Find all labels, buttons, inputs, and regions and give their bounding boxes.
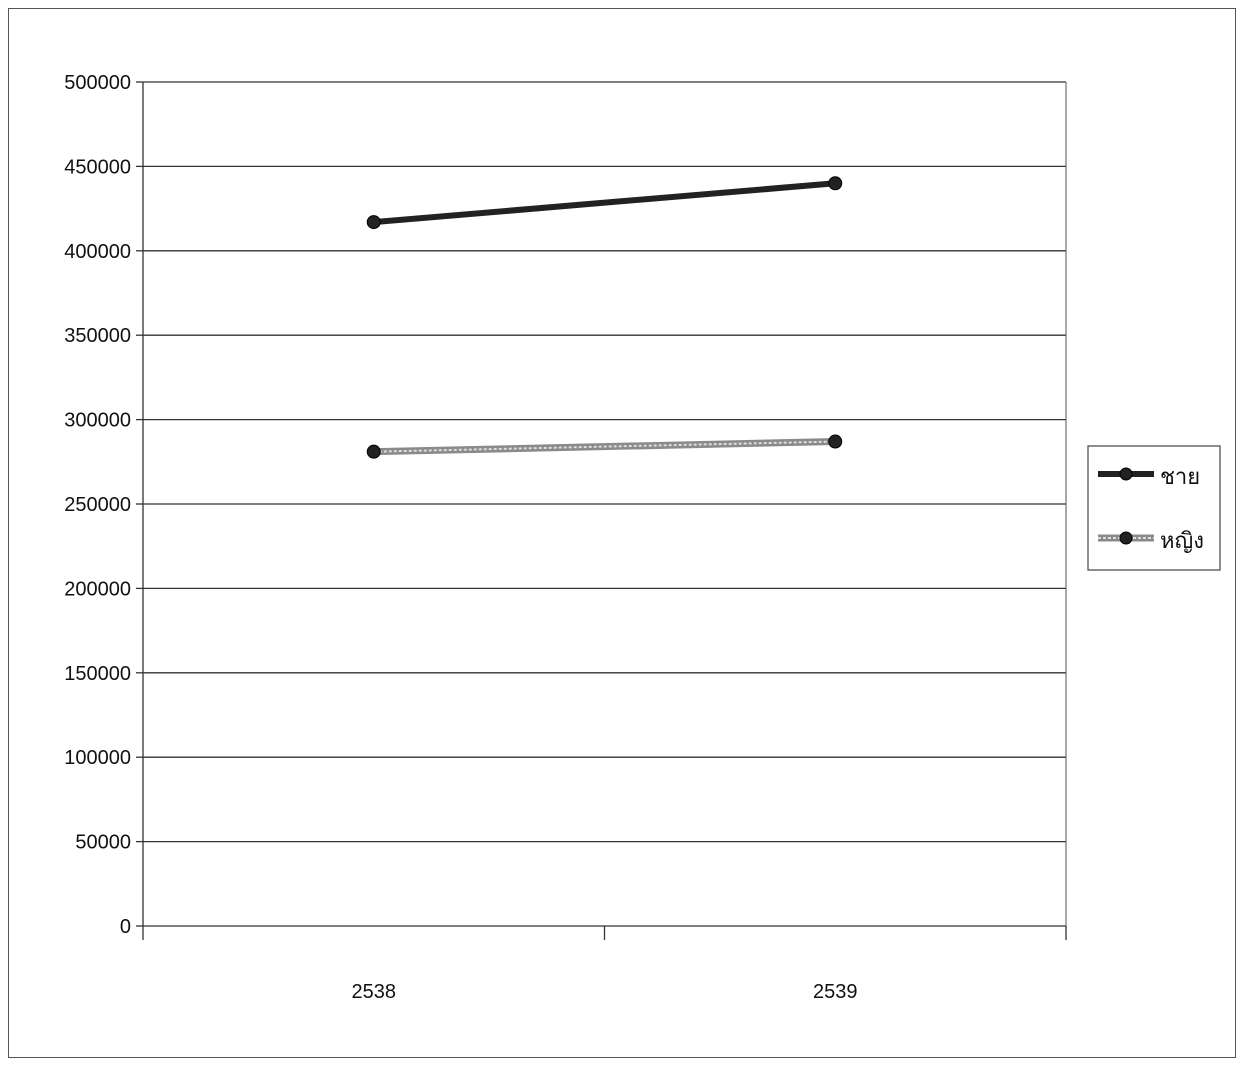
legend-swatch-marker xyxy=(1119,531,1133,545)
y-tick-label: 500000 xyxy=(64,72,131,94)
y-tick-label: 400000 xyxy=(64,241,131,263)
y-tick-label: 250000 xyxy=(64,494,131,516)
series-line-highlight-หญิง xyxy=(373,440,836,453)
y-tick-label: 150000 xyxy=(64,663,131,685)
y-tick-label: 50000 xyxy=(75,832,131,854)
x-tick-label: 2539 xyxy=(813,981,858,1003)
y-tick-label: 100000 xyxy=(64,747,131,769)
y-tick-label: 0 xyxy=(120,916,131,938)
data-point xyxy=(828,434,843,449)
y-tick-label: 200000 xyxy=(64,578,131,600)
x-axis-tick-labels: 2538 2539 xyxy=(352,981,858,1003)
data-point xyxy=(828,176,843,191)
axes xyxy=(136,81,1067,940)
grid-lines xyxy=(143,81,1066,843)
y-tick-label: 300000 xyxy=(64,410,131,432)
data-point xyxy=(366,215,381,230)
chart-frame xyxy=(8,8,1236,1058)
legend-label: ชาย xyxy=(1160,465,1200,490)
data-point xyxy=(366,444,381,459)
series-lines xyxy=(366,176,843,459)
series-line-ชาย xyxy=(373,180,836,226)
y-tick-label: 450000 xyxy=(64,156,131,178)
x-tick-label: 2538 xyxy=(352,981,397,1003)
legend-box xyxy=(1087,445,1221,571)
y-axis-tick-labels: 0 50000 100000 150000 200000 250000 300000 3500… xyxy=(64,72,131,938)
legend-swatch-marker xyxy=(1119,467,1133,481)
y-tick-label: 350000 xyxy=(64,325,131,347)
legend-label: หญิง xyxy=(1160,529,1204,554)
